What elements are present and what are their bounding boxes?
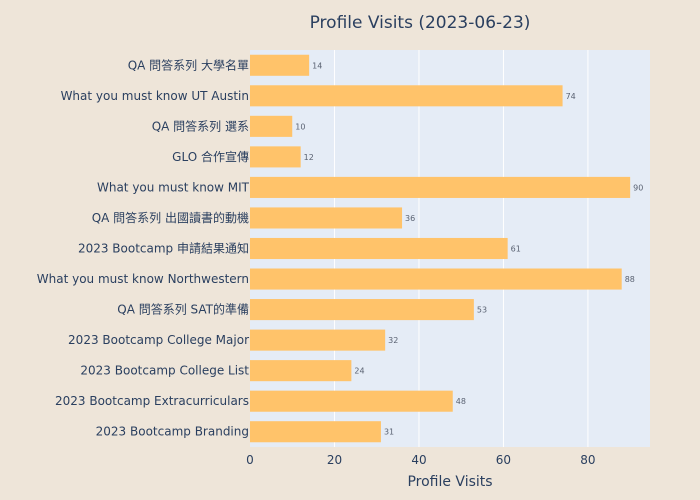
y-category-label: 2023 Bootcamp Branding [96,425,249,439]
bar-value-label: 61 [511,245,521,254]
bar-value-label: 32 [388,336,398,345]
bar [250,390,453,412]
bar [250,421,381,443]
x-tick-label: 0 [246,453,254,467]
bar-value-label: 90 [633,183,643,192]
bar-value-label: 10 [295,122,305,131]
bar [250,237,508,260]
bar-value-label: 88 [625,275,635,284]
bar-value-label: 31 [384,428,394,437]
x-axis-title: Profile Visits [407,474,493,490]
y-category-label: QA 問答系列 選系 [152,118,249,133]
y-category-label: GLO 合作宣傳 [172,149,249,164]
bar-value-label: 74 [566,92,576,101]
y-category-label: QA 問答系列 大學名單 [128,57,249,72]
y-category-label: 2023 Bootcamp Extracurriculars [55,394,249,408]
bar-value-label: 36 [405,214,415,223]
bar [250,329,386,351]
bar-value-label: 14 [312,61,322,70]
bar [250,176,631,198]
bar [250,146,301,168]
bar [250,268,622,290]
chart-title: Profile Visits (2023-06-23) [309,13,531,33]
bar [250,54,310,76]
x-tick-label: 60 [496,453,511,467]
bar [250,360,352,382]
y-category-label: What you must know Northwestern [37,272,249,286]
bar-value-label: 48 [456,397,466,406]
bar [250,115,293,137]
bar-value-label: 24 [354,367,364,376]
bar [250,85,563,107]
y-category-label: What you must know MIT [97,180,250,194]
y-category-label: QA 問答系列 出國讀書的動機 [92,210,249,225]
y-category-label: QA 問答系列 SAT的準備 [117,302,249,317]
x-tick-label: 80 [580,453,595,467]
x-tick-label: 40 [411,453,426,467]
y-category-label: 2023 Bootcamp College List [80,364,249,378]
y-category-label: 2023 Bootcamp 申請結果通知 [78,242,249,256]
bar [250,299,474,321]
y-category-label: What you must know UT Austin [61,89,249,103]
bar-value-label: 12 [304,153,314,162]
bar-value-label: 53 [477,306,487,315]
y-category-label: 2023 Bootcamp College Major [68,333,249,347]
bar [250,207,403,229]
x-tick-label: 20 [327,453,342,467]
